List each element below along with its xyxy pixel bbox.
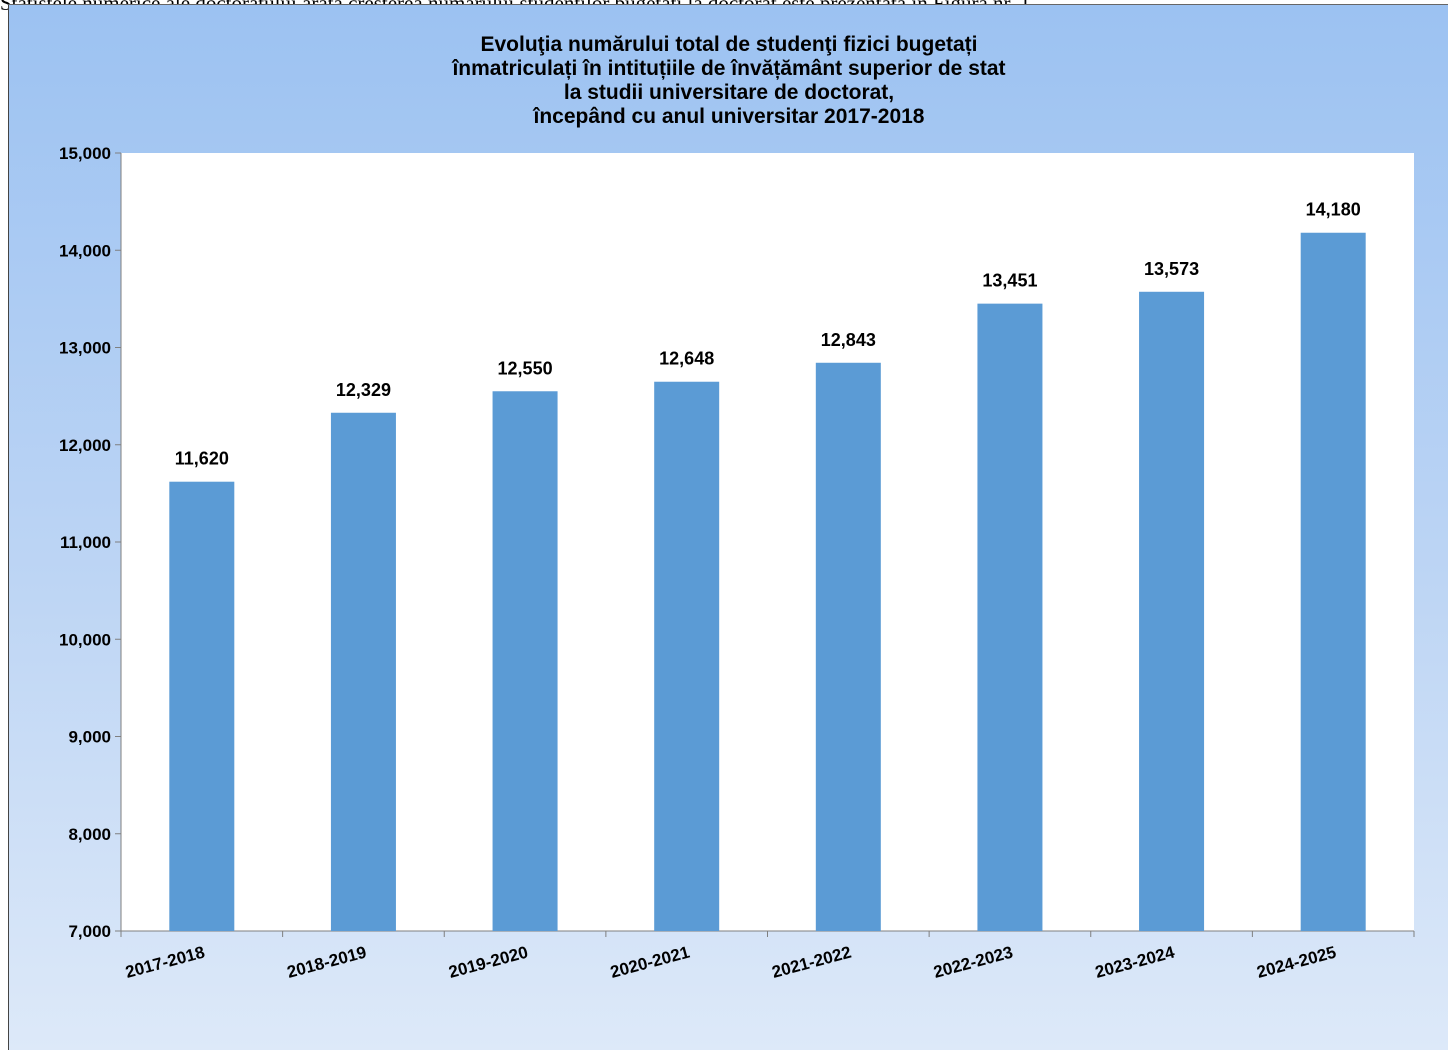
- y-tick-label: 12,000: [59, 436, 111, 455]
- x-tick-label: 2023-2024: [1093, 942, 1177, 982]
- bar-value-label: 14,180: [1306, 200, 1361, 220]
- bar-value-label: 11,620: [175, 449, 229, 469]
- x-tick-label: 2018-2019: [285, 943, 368, 982]
- bar: [977, 303, 1043, 931]
- x-tick-label: 2022-2023: [932, 943, 1015, 982]
- y-tick-label: 13,000: [59, 339, 111, 358]
- bar: [815, 362, 881, 931]
- bar-value-label: 12,329: [336, 380, 391, 400]
- bar: [654, 381, 720, 931]
- bar: [169, 481, 235, 931]
- chart-title-line-2: înmatriculați în intituțiile de învățămâ…: [452, 57, 1006, 80]
- y-tick-label: 10,000: [59, 630, 111, 649]
- x-tick-label: 2021-2022: [770, 943, 853, 982]
- y-tick-label: 9,000: [68, 728, 111, 747]
- bar-value-label: 13,451: [982, 271, 1037, 291]
- bar-value-label: 12,550: [498, 358, 553, 378]
- plot-area: [121, 153, 1414, 931]
- y-tick-label: 14,000: [59, 241, 111, 260]
- y-tick-label: 8,000: [68, 825, 111, 844]
- y-tick-label: 15,000: [59, 144, 111, 163]
- chart-area: Evoluţia numărului total de studenţi fiz…: [8, 4, 1448, 1050]
- x-tick-label: 2020-2021: [608, 943, 691, 982]
- bar-value-label: 12,648: [659, 349, 714, 369]
- bar: [492, 391, 558, 931]
- chart-title-line-1: Evoluţia numărului total de studenţi fiz…: [480, 33, 978, 56]
- bar-chart: 7,000 8,000 9,000 10,000 11,000 12,000 13,000 1…: [59, 144, 1415, 982]
- x-tick-label: 2024-2025: [1255, 943, 1338, 982]
- bar-value-label: 12,843: [821, 330, 876, 350]
- chart-title: Evoluţia numărului total de studenţi fiz…: [9, 33, 1448, 129]
- x-tick-label: 2019-2020: [447, 943, 530, 982]
- bar: [1300, 232, 1366, 931]
- bar: [330, 412, 396, 931]
- x-tick-label: 2017-2018: [123, 943, 206, 982]
- chart-title-line-4: începând cu anul universitar 2017-2018: [533, 105, 925, 128]
- bar: [1139, 291, 1205, 931]
- chart-title-line-3: la studii universitare de doctorat,: [563, 81, 895, 104]
- y-tick-label: 7,000: [68, 922, 111, 941]
- y-tick-label: 11,000: [60, 533, 111, 552]
- bar-value-label: 13,573: [1144, 259, 1199, 279]
